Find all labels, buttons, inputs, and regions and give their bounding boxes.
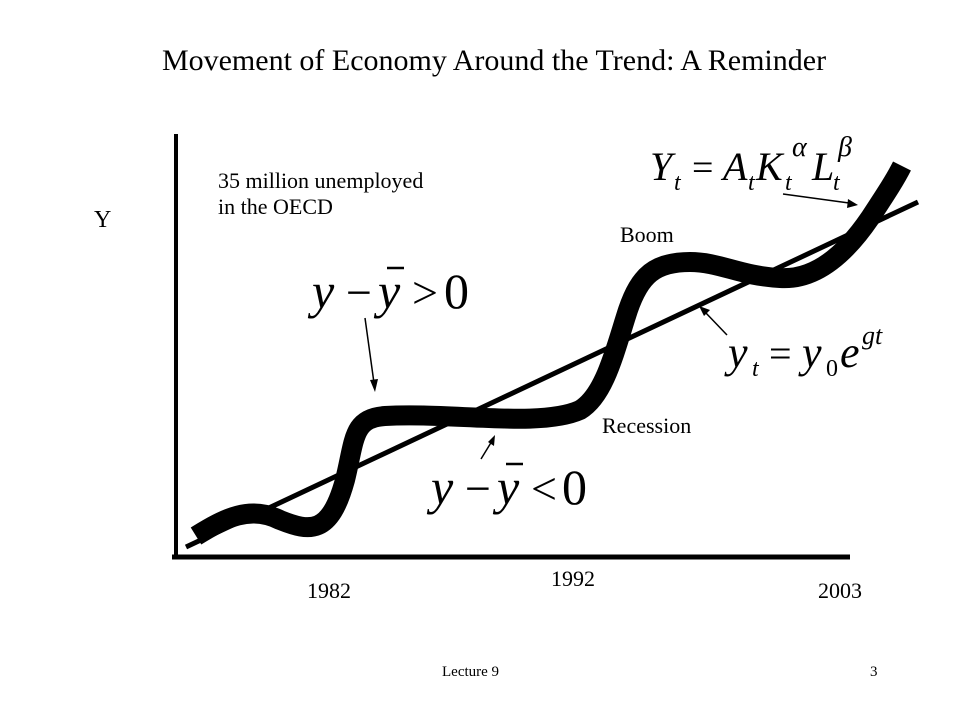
page-number: 3 [870,664,878,680]
boom-label: Boom [620,222,674,247]
year-label-1992: 1992 [551,566,595,591]
svg-text:=: = [769,331,792,376]
arrow-negative-gap [480,435,495,460]
svg-text:t: t [748,170,756,196]
note-line-1: 35 million unemployed [218,168,424,193]
svg-text:β: β [837,132,852,163]
svg-text:y: y [492,459,520,515]
svg-text:α: α [792,132,808,163]
slide-title: Movement of Economy Around the Trend: A … [161,44,827,77]
arrow-positive-gap [364,317,378,392]
svg-text:y: y [307,263,335,319]
svg-text:y: y [798,328,822,377]
svg-text:−: − [465,463,491,514]
svg-text:gt: gt [862,321,883,350]
svg-text:0: 0 [562,459,587,515]
trend-line [184,199,920,550]
svg-text:<: < [531,463,557,514]
unemployment-note: 35 million unemployed in the OECD [218,168,423,221]
year-label-2003: 2003 [818,578,862,603]
arrow-production-function [782,193,858,208]
svg-text:t: t [674,170,682,196]
note-line-2: in the OECD [218,194,333,220]
svg-text:e: e [840,328,860,377]
year-label-1982: 1982 [307,578,351,603]
output-curve [190,161,911,545]
svg-text:L: L [811,144,834,189]
svg-text:y: y [426,459,454,515]
svg-text:A: A [720,144,748,189]
svg-text:K: K [755,144,785,189]
svg-text:−: − [346,267,372,318]
y-axis-label: Y [94,207,112,233]
equation-trend: y t = y 0 e gt [724,321,883,382]
svg-text:>: > [412,267,438,318]
footer-lecture: Lecture 9 [442,664,500,680]
svg-text:y: y [373,263,401,319]
svg-text:Y: Y [650,144,676,189]
svg-text:0: 0 [444,263,469,319]
svg-text:=: = [692,147,713,189]
arrow-trend-equation [699,306,728,336]
equation-production-function: Y t = A t K t α L t β [650,132,852,196]
svg-text:t: t [752,356,760,382]
recession-label: Recession [602,413,692,438]
svg-text:y: y [724,328,748,377]
equation-negative-gap: y − y < 0 [426,459,587,515]
svg-text:t: t [833,170,841,196]
equation-positive-gap: y − y > 0 [307,263,469,319]
svg-text:0: 0 [826,356,838,382]
svg-text:t: t [785,170,793,196]
